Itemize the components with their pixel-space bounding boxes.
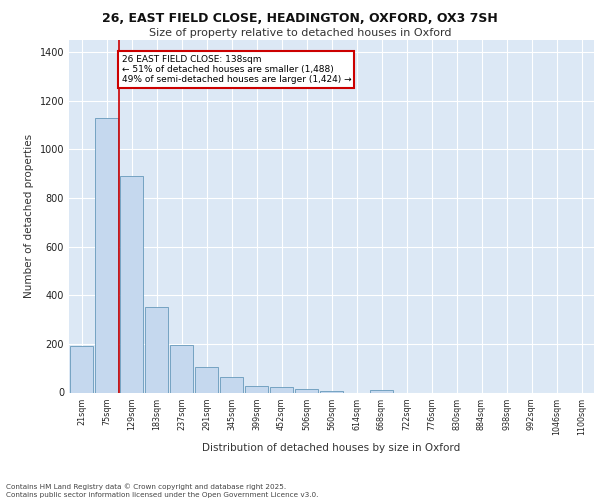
Bar <box>70 346 93 393</box>
X-axis label: Distribution of detached houses by size in Oxford: Distribution of detached houses by size … <box>202 443 461 453</box>
Bar <box>145 308 168 392</box>
Bar <box>370 390 393 392</box>
Bar <box>220 377 243 392</box>
Bar <box>95 118 118 392</box>
Bar <box>195 367 218 392</box>
Text: Contains HM Land Registry data © Crown copyright and database right 2025.
Contai: Contains HM Land Registry data © Crown c… <box>6 484 319 498</box>
Text: Size of property relative to detached houses in Oxford: Size of property relative to detached ho… <box>149 28 451 38</box>
Bar <box>120 176 143 392</box>
Y-axis label: Number of detached properties: Number of detached properties <box>24 134 34 298</box>
Text: 26 EAST FIELD CLOSE: 138sqm
← 51% of detached houses are smaller (1,488)
49% of : 26 EAST FIELD CLOSE: 138sqm ← 51% of det… <box>121 54 351 84</box>
Bar <box>295 389 318 392</box>
Bar <box>320 390 343 392</box>
Bar <box>170 345 193 393</box>
Bar <box>245 386 268 392</box>
Text: 26, EAST FIELD CLOSE, HEADINGTON, OXFORD, OX3 7SH: 26, EAST FIELD CLOSE, HEADINGTON, OXFORD… <box>102 12 498 26</box>
Bar <box>270 387 293 392</box>
